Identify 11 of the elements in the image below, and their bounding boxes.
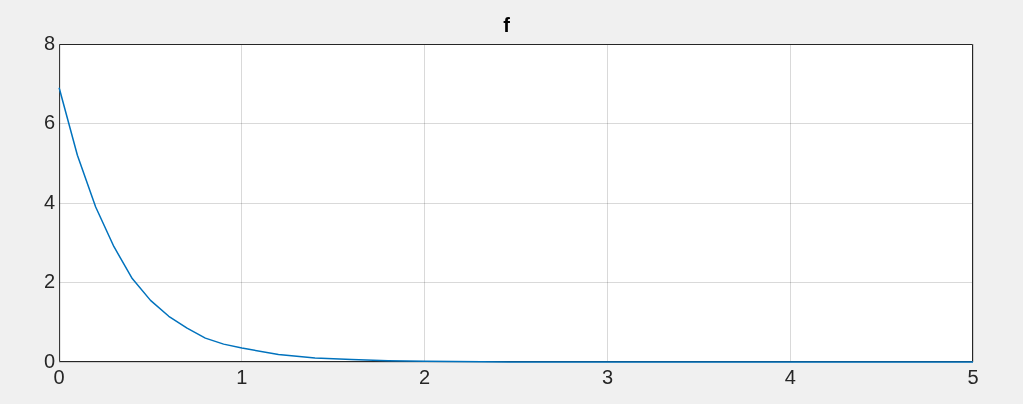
- y-tick-label: 8: [44, 31, 56, 54]
- x-tick-label: 4: [784, 365, 796, 388]
- chart-title: f: [503, 13, 511, 36]
- y-tick-label: 4: [44, 190, 56, 213]
- y-tick-label: 6: [44, 111, 56, 134]
- x-tick-label: 3: [601, 365, 614, 388]
- x-tick-label: 1: [236, 365, 248, 388]
- y-tick-label: 2: [44, 270, 56, 293]
- y-tick-label: 0: [44, 349, 56, 372]
- x-tick-label: 5: [967, 365, 979, 388]
- x-tick-label: 2: [419, 365, 431, 388]
